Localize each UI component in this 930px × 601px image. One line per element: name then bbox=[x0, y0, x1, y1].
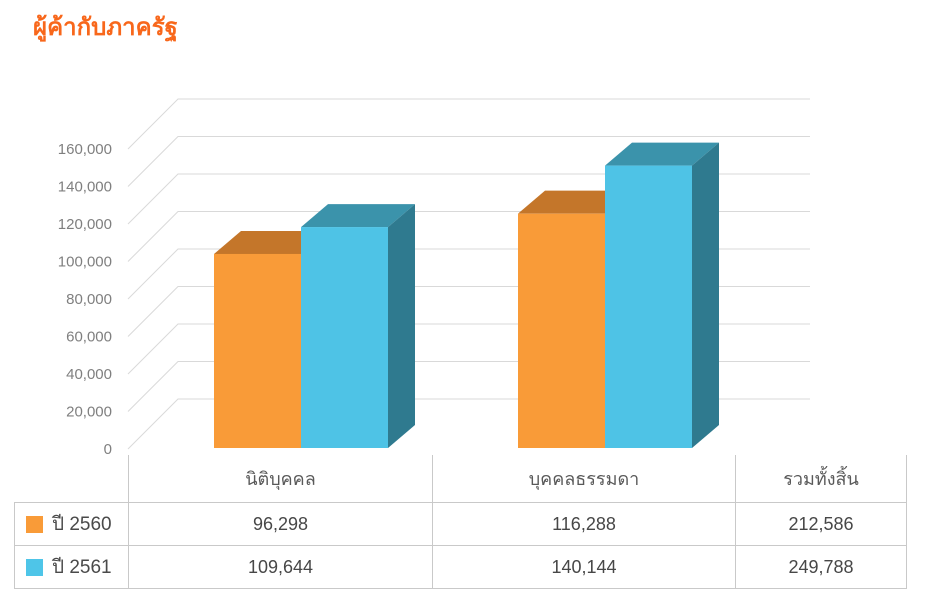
column-header-juristic-person: นิติบุคคล bbox=[128, 455, 432, 502]
y-tick-label-0: 0 bbox=[104, 441, 112, 455]
value-2561-total: 249,788 bbox=[735, 546, 907, 588]
bar-series-1-1-front bbox=[605, 165, 692, 448]
value-2560-total: 212,586 bbox=[735, 503, 907, 545]
bar-series-1-1-side bbox=[692, 142, 719, 448]
table-header-row: นิติบุคคล บุคคลธรรมดา รวมทั้งสิ้น bbox=[128, 455, 907, 502]
bar-series-1-0-top bbox=[301, 204, 415, 228]
bar-series-0-0-front bbox=[214, 253, 301, 448]
y-tick-label-100000: 100,000 bbox=[58, 254, 112, 271]
table-row-year-2561: ปี 2561 109,644 140,144 249,788 bbox=[14, 545, 907, 588]
column-header-grand-total: รวมทั้งสิ้น bbox=[735, 455, 907, 502]
legend-item-2560: ปี 2560 bbox=[14, 503, 128, 545]
bar-series-1-0-side bbox=[388, 204, 415, 448]
column-header-natural-person: บุคคลธรรมดา bbox=[432, 455, 735, 502]
y-tick-label-20000: 20,000 bbox=[66, 404, 112, 421]
bar-series-0-1-front bbox=[518, 213, 605, 448]
y-tick-label-140000: 140,000 bbox=[58, 179, 112, 196]
bar-series-0-0-top bbox=[214, 230, 328, 254]
gridline-160000 bbox=[127, 98, 810, 150]
bar-series-0-1-top bbox=[518, 190, 632, 214]
legend-swatch-2561 bbox=[26, 558, 43, 576]
page-title: ผู้ค้ากับภาครัฐ bbox=[33, 14, 178, 41]
value-2561-natural: 140,144 bbox=[432, 546, 735, 588]
y-tick-label-80000: 80,000 bbox=[66, 291, 112, 308]
bar-chart-3d: 0 20,000 40,000 60,000 80,000 100,000 120,000 1… bbox=[58, 98, 810, 455]
chart-data-table: นิติบุคคล บุคคลธรรมดา รวมทั้งสิ้น ปี 256… bbox=[14, 455, 907, 588]
legend-swatch-2560 bbox=[26, 515, 43, 533]
legend-label-2561: ปี 2561 bbox=[52, 557, 112, 578]
gridline-120000 bbox=[127, 173, 810, 225]
legend-label-2560: ปี 2560 bbox=[52, 514, 112, 535]
y-tick-label-40000: 40,000 bbox=[66, 366, 112, 383]
y-tick-label-60000: 60,000 bbox=[66, 329, 112, 346]
bar-series-1-0-front bbox=[301, 227, 388, 448]
y-tick-label-160000: 160,000 bbox=[58, 141, 112, 158]
table-row-year-2560: ปี 2560 96,298 116,288 212,586 bbox=[14, 502, 907, 545]
value-2561-juristic: 109,644 bbox=[128, 546, 432, 588]
legend-item-2561: ปี 2561 bbox=[14, 546, 128, 588]
bar-series-1-1-top bbox=[605, 142, 719, 166]
y-tick-label-120000: 120,000 bbox=[58, 216, 112, 233]
value-2560-juristic: 96,298 bbox=[128, 503, 432, 545]
value-2560-natural: 116,288 bbox=[432, 503, 735, 545]
gridline-140000 bbox=[127, 136, 810, 187]
